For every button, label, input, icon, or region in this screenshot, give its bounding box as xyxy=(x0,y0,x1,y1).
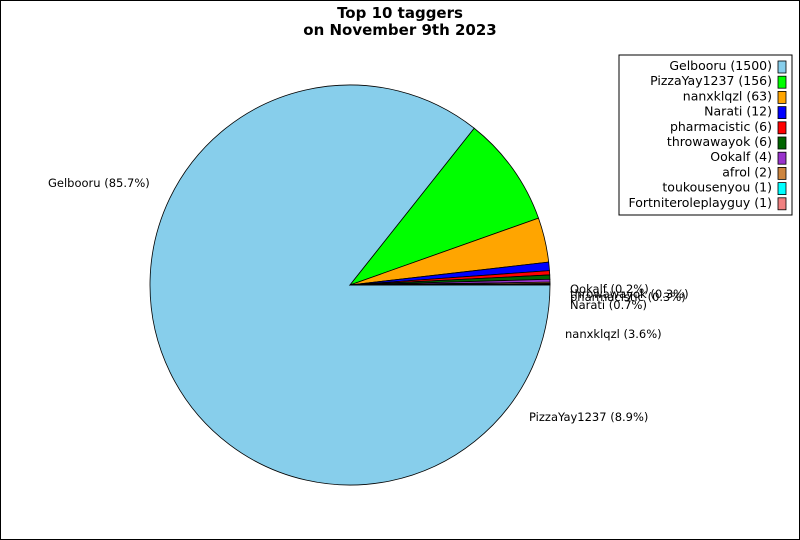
legend-swatch-narati xyxy=(777,106,787,119)
legend-swatch-afrol xyxy=(777,166,787,180)
legend-label-nanxklqzl: nanxklqzl (63) xyxy=(683,88,772,103)
legend-label-throwawayok: throwawayok (6) xyxy=(667,134,772,149)
slice-label-gelbooru: Gelbooru (85.7%) xyxy=(48,176,150,190)
slice-label-nanxklqzl: nanxklqzl (3.6%) xyxy=(565,327,662,341)
pie-slices xyxy=(149,84,551,486)
legend-swatch-pharmacistic xyxy=(777,121,787,135)
chart-title-line1: Top 10 taggers xyxy=(337,4,463,22)
legend-label-fortniteroleplayguy: Fortniteroleplayguy (1) xyxy=(629,195,773,210)
legend-label-pharmacistic: pharmacistic (6) xyxy=(670,119,772,134)
legend-swatch-fortniteroleplayguy xyxy=(777,197,787,211)
legend-swatch-nanxklqzl xyxy=(777,91,787,104)
slice-label-pharmacistic: pharmacistic (0.3%) xyxy=(570,290,686,304)
legend-label-ookalf: Ookalf (4) xyxy=(710,149,772,164)
legend-swatch-ookalf xyxy=(777,151,787,165)
chart-title-line2: on November 9th 2023 xyxy=(303,21,496,39)
legend-swatch-gelbooru xyxy=(777,60,787,74)
legend-label-narati: Narati (12) xyxy=(704,104,772,119)
legend-label-gelbooru: Gelbooru (1500) xyxy=(669,58,772,73)
legend-swatch-throwawayok xyxy=(777,136,787,150)
legend-label-afrol: afrol (2) xyxy=(722,164,772,179)
slice-label-pizzayay1237: PizzaYay1237 (8.9%) xyxy=(529,410,648,424)
legend-label-toukousenyou: toukousenyou (1) xyxy=(662,180,772,195)
slice-label-throwawayok: throwawayok (0.3%) xyxy=(570,287,689,301)
legend-label-pizzayay1237: PizzaYay1237 (156) xyxy=(650,73,772,88)
pie-slice-fortniteroleplayguy xyxy=(349,283,551,286)
pie-slice-pizzayay1237 xyxy=(348,127,540,286)
legend-swatch-toukousenyou xyxy=(777,182,787,196)
pie-labels: Gelbooru (85.7%) PizzaYay1237 (8.9%) nanxk… xyxy=(48,176,689,424)
legend-swatch-pizzayay1237 xyxy=(777,75,787,89)
legend: Gelbooru (1500)PizzaYay1237 (156)nanxklq… xyxy=(618,54,793,216)
slice-label-ookalf: Ookalf (0.2%) xyxy=(570,282,649,296)
legend-box xyxy=(618,54,793,216)
slice-label-narati: Narati (0.7%) xyxy=(570,298,647,312)
